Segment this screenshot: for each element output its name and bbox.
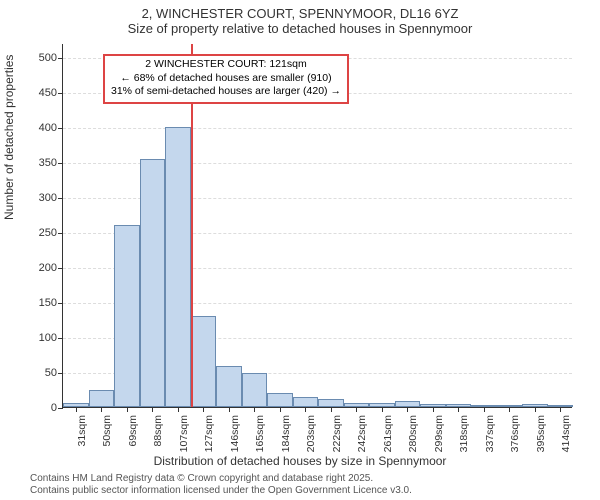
x-tick-label: 376sqm (509, 413, 521, 452)
x-tick-label: 127sqm (203, 413, 215, 452)
x-tick-mark (407, 407, 408, 412)
x-tick-mark (331, 407, 332, 412)
bar (293, 397, 319, 408)
x-tick-mark (178, 407, 179, 412)
bar (318, 399, 344, 407)
title-line-2: Size of property relative to detached ho… (0, 21, 600, 36)
bar (165, 127, 191, 407)
annotation-line: 31% of semi-detached houses are larger (… (111, 85, 341, 99)
footer-line: Contains HM Land Registry data © Crown c… (30, 473, 412, 485)
x-tick-label: 69sqm (127, 413, 139, 447)
x-tick-mark (433, 407, 434, 412)
x-tick-mark (484, 407, 485, 412)
y-tick-label: 500 (39, 52, 63, 64)
y-tick-label: 400 (39, 122, 63, 134)
x-tick-label: 184sqm (280, 413, 292, 452)
x-tick-label: 242sqm (356, 413, 368, 452)
x-tick-mark (509, 407, 510, 412)
x-tick-label: 88sqm (152, 413, 164, 447)
bar (191, 316, 217, 407)
y-axis-label: Number of detached properties (2, 55, 16, 220)
x-axis-label: Distribution of detached houses by size … (0, 454, 600, 468)
annotation-line: ← 68% of detached houses are smaller (91… (111, 72, 341, 86)
x-tick-label: 280sqm (407, 413, 419, 452)
x-tick-label: 165sqm (254, 413, 266, 452)
x-tick-label: 203sqm (305, 413, 317, 452)
x-tick-mark (560, 407, 561, 412)
y-tick-label: 450 (39, 87, 63, 99)
plot-area: 2 WINCHESTER COURT: 121sqm ← 68% of deta… (62, 44, 572, 408)
y-tick-label: 200 (39, 262, 63, 274)
footer-line: Contains public sector information licen… (30, 485, 412, 497)
x-tick-label: 50sqm (101, 413, 113, 447)
x-tick-label: 395sqm (535, 413, 547, 452)
title-line-1: 2, WINCHESTER COURT, SPENNYMOOR, DL16 6Y… (0, 6, 600, 21)
x-tick-label: 31sqm (76, 413, 88, 447)
x-tick-mark (229, 407, 230, 412)
figure: 2, WINCHESTER COURT, SPENNYMOOR, DL16 6Y… (0, 0, 600, 500)
x-tick-mark (127, 407, 128, 412)
y-tick-label: 350 (39, 157, 63, 169)
x-tick-mark (203, 407, 204, 412)
y-tick-label: 50 (45, 367, 63, 379)
x-tick-label: 299sqm (433, 413, 445, 452)
bar (267, 393, 293, 407)
x-tick-label: 146sqm (229, 413, 241, 452)
bar (242, 373, 268, 407)
x-tick-mark (356, 407, 357, 412)
x-tick-mark (305, 407, 306, 412)
x-tick-mark (458, 407, 459, 412)
x-tick-label: 318sqm (458, 413, 470, 452)
x-tick-mark (535, 407, 536, 412)
x-tick-mark (101, 407, 102, 412)
y-tick-label: 0 (51, 402, 63, 414)
title-block: 2, WINCHESTER COURT, SPENNYMOOR, DL16 6Y… (0, 0, 600, 36)
x-tick-mark (254, 407, 255, 412)
y-tick-label: 150 (39, 297, 63, 309)
x-tick-label: 261sqm (382, 413, 394, 452)
annotation-line: 2 WINCHESTER COURT: 121sqm (111, 58, 341, 72)
bar (216, 366, 242, 407)
x-tick-label: 337sqm (484, 413, 496, 452)
y-tick-label: 300 (39, 192, 63, 204)
bar (140, 159, 166, 408)
x-tick-mark (76, 407, 77, 412)
annotation-box: 2 WINCHESTER COURT: 121sqm ← 68% of deta… (103, 54, 349, 104)
y-tick-label: 250 (39, 227, 63, 239)
x-tick-label: 107sqm (178, 413, 190, 452)
y-tick-label: 100 (39, 332, 63, 344)
x-tick-mark (280, 407, 281, 412)
x-tick-mark (382, 407, 383, 412)
footer: Contains HM Land Registry data © Crown c… (30, 473, 412, 496)
x-tick-mark (152, 407, 153, 412)
bar (114, 225, 140, 407)
x-tick-label: 414sqm (560, 413, 572, 452)
x-tick-label: 222sqm (331, 413, 343, 452)
bar (89, 390, 115, 408)
